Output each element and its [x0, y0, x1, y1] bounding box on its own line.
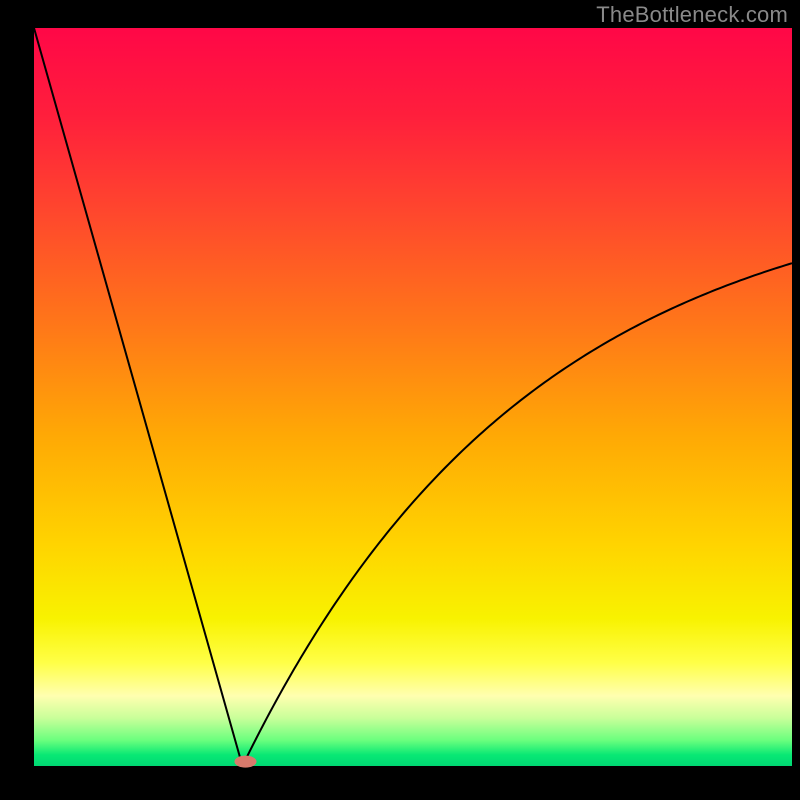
watermark-text: TheBottleneck.com	[596, 2, 788, 28]
optimum-marker	[234, 756, 256, 768]
chart-svg	[0, 0, 800, 800]
chart-container: TheBottleneck.com	[0, 0, 800, 800]
plot-background	[34, 28, 792, 766]
